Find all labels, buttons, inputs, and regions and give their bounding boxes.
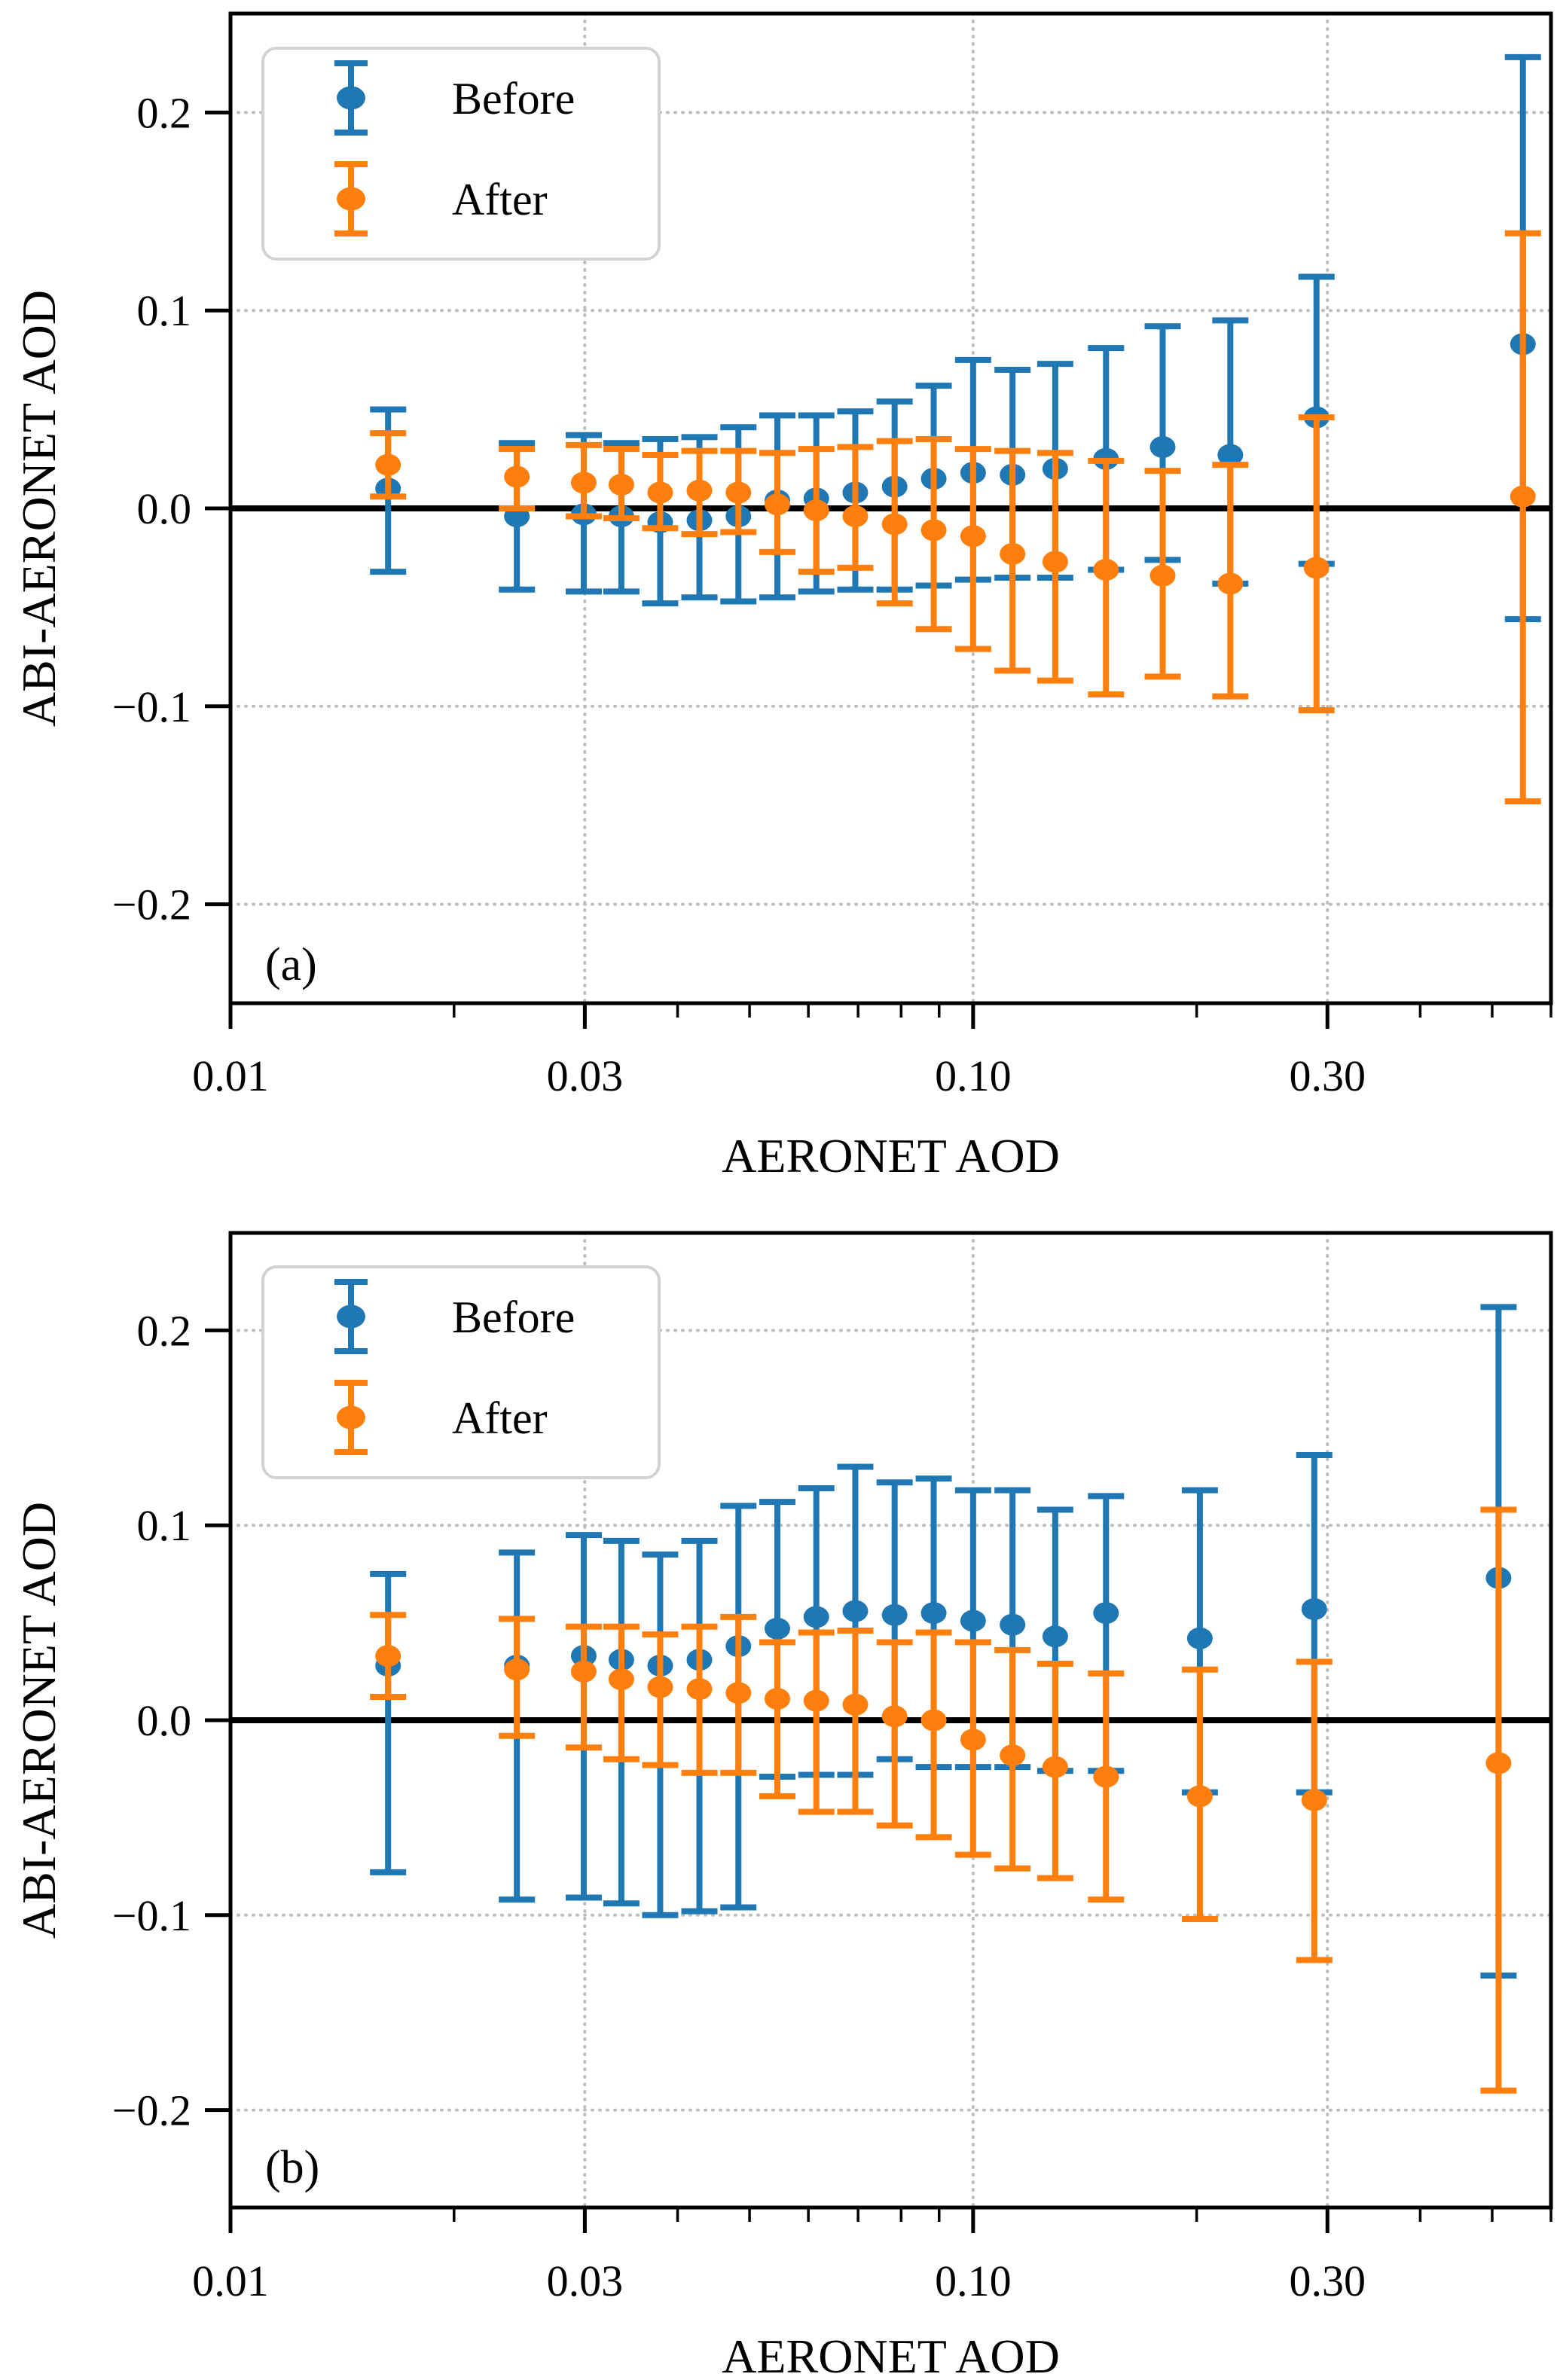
panel-b-data-point-after: [764, 1688, 790, 1710]
panel-b-data-point-before: [1093, 1602, 1119, 1625]
panel-a-data-point-after: [725, 481, 752, 504]
panel-a-data-point-before: [1217, 444, 1244, 466]
panel-b-y-axis-title: ABI-AERONET AOD: [12, 1501, 66, 1939]
panel-b-data-point-before: [960, 1610, 986, 1632]
panel-a-legend-marker-after: [337, 187, 365, 211]
panel-a-data-point-after: [1000, 542, 1026, 565]
panel-b-data-point-before: [1000, 1613, 1026, 1636]
panel-a-data-point-after: [920, 519, 947, 542]
panel-a-y-tick-label: 0.2: [137, 88, 192, 137]
panel-a-legend-label-before: Before: [452, 74, 575, 124]
panel-b-data-point-before: [764, 1617, 790, 1640]
panel-a-data-point-after: [1149, 564, 1176, 587]
panel-b-x-tick-label: 0.03: [547, 2256, 624, 2305]
panel-a-data-point-after: [1303, 557, 1330, 579]
panel-b-data-point-after: [686, 1678, 713, 1701]
panel-b-x-axis-title: AERONET AOD: [722, 2330, 1060, 2380]
panel-b-data-point-after: [608, 1668, 634, 1691]
panel-b-x-tick-label: 0.30: [1289, 2256, 1366, 2305]
panel-b-data-point-before: [881, 1603, 908, 1626]
panel-a-data-point-after: [1093, 558, 1119, 581]
panel-a-data-point-before: [1149, 436, 1176, 459]
panel-b-data-point-after: [842, 1693, 869, 1716]
panel-a-y-tick-label: 0.1: [137, 286, 192, 335]
panel-b-y-tick-label: −0.2: [112, 2086, 191, 2135]
panel-a-x-tick-label: 0.30: [1289, 1051, 1366, 1100]
panel-b-data-point-after: [920, 1709, 947, 1732]
panel-a-x-axis-title: AERONET AOD: [722, 1129, 1060, 1182]
panel-b-data-point-after: [803, 1689, 829, 1712]
panel-a-data-point-after: [764, 493, 790, 516]
panel-a-y-axis-title: ABI-AERONET AOD: [12, 289, 66, 728]
panel-a-y-tick-label: 0.0: [137, 484, 192, 533]
panel-a-letter: (a): [265, 939, 317, 990]
panel-b-data-point-before: [920, 1602, 947, 1625]
panel-b-y-tick-label: 0.1: [137, 1501, 192, 1550]
panel-a-data-point-after: [375, 453, 401, 476]
panel-a-data-point-after: [881, 513, 908, 536]
panel-b-data-point-after: [375, 1645, 401, 1668]
panel-a-y-tick-label: −0.1: [112, 682, 191, 731]
panel-b-legend-marker-before: [337, 1304, 365, 1329]
panel-b-legend-label-after: After: [452, 1393, 548, 1443]
panel-a-legend-label-after: After: [452, 175, 548, 224]
panel-b-data-point-before: [842, 1600, 869, 1622]
panel-a-y-tick-label: −0.2: [112, 880, 191, 929]
panel-a-data-point-after: [647, 481, 673, 504]
panel-a-data-point-after: [803, 499, 829, 522]
panel-b-y-tick-label: 0.2: [137, 1306, 192, 1355]
panel-b-data-point-after: [1093, 1765, 1119, 1788]
panel-a-data-point-after: [1217, 572, 1244, 595]
panel-a-x-tick-label: 0.01: [192, 1051, 269, 1100]
panel-b-x-tick-label: 0.10: [935, 2256, 1012, 2305]
panel-a-data-point-after: [842, 505, 869, 528]
panel-a-data-point-after: [1042, 551, 1068, 573]
panel-b-data-point-before: [1186, 1627, 1213, 1649]
panel-b-data-point-after: [1000, 1744, 1026, 1767]
panel-b-data-point-after: [504, 1658, 530, 1681]
panel-a-data-point-after: [1510, 485, 1536, 508]
panel-b-x-tick-label: 0.01: [192, 2256, 269, 2305]
panel-b-data-point-after: [570, 1660, 597, 1683]
panel-b-data-point-before: [803, 1606, 829, 1628]
panel-b-data-point-before: [1042, 1625, 1068, 1648]
panel-b-legend-label-before: Before: [452, 1292, 575, 1342]
panel-b-data-point-before: [1301, 1597, 1327, 1620]
panel-a-data-point-after: [570, 471, 597, 494]
panel-b-y-tick-label: 0.0: [137, 1696, 192, 1745]
panel-a-data-point-after: [504, 465, 530, 488]
panel-b-data-point-after: [647, 1676, 673, 1698]
panel-b-data-point-after: [725, 1682, 752, 1704]
panel-b-data-point-after: [1301, 1789, 1327, 1811]
panel-b-letter: (b): [265, 2142, 320, 2193]
panel-a-data-point-after: [686, 479, 713, 502]
panel-b-data-point-after: [1042, 1756, 1068, 1778]
panel-b-data-point-after: [960, 1729, 986, 1751]
panel-a-data-point-after: [960, 525, 986, 548]
panel-a-legend-marker-before: [337, 86, 365, 110]
panel-b-y-tick-label: −0.1: [112, 1891, 191, 1940]
panel-a-x-tick-label: 0.10: [935, 1051, 1012, 1100]
panel-b-data-point-after: [1485, 1752, 1512, 1774]
panel-b-data-point-after: [881, 1705, 908, 1728]
panel-b-data-point-after: [1186, 1785, 1213, 1808]
panel-b-legend-marker-after: [337, 1405, 365, 1430]
panel-a-x-tick-label: 0.03: [547, 1051, 624, 1100]
panel-a-data-point-after: [608, 473, 634, 496]
